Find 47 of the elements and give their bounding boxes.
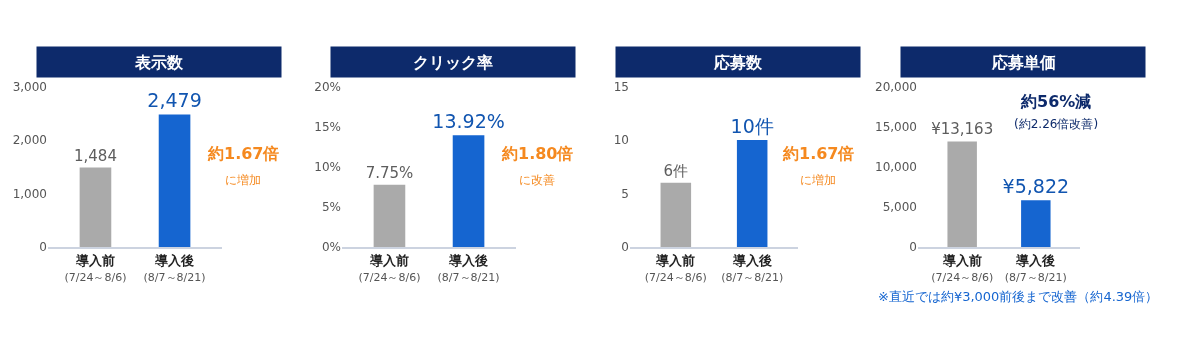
- chart-title: クリック率: [413, 52, 493, 72]
- text: に改善: [519, 173, 555, 187]
- x-tick-label: 導入後 (8/7～8/21): [437, 252, 500, 285]
- y-tick-label: 0: [39, 240, 47, 255]
- annotation: 約56%減: [1020, 92, 1092, 111]
- data-label: 10件: [730, 115, 774, 138]
- x-tick-label: 導入前 (7/24～8/6): [358, 252, 421, 285]
- y-tick-label: 0%: [321, 240, 341, 255]
- text: に増加: [800, 173, 836, 187]
- y-tick-label: 10: [613, 133, 629, 148]
- y-tick-label: 3,000: [12, 79, 47, 94]
- x-tick-label: 導入前 (7/24～8/6): [931, 252, 994, 285]
- annotation: 約1.67倍: [207, 144, 280, 163]
- text: に増加: [225, 173, 261, 187]
- x-tick-label: 導入後 (8/7～8/21): [721, 252, 784, 285]
- annotation: 約1.67倍: [782, 144, 855, 163]
- y-tick-label: 15%: [314, 119, 341, 134]
- y-tick-label: 1,000: [12, 186, 47, 201]
- annotation: (約2.26倍改善): [1014, 117, 1099, 131]
- x-tick-label: 導入前 (7/24～8/6): [644, 252, 707, 285]
- data-label: 2,479: [147, 89, 202, 112]
- text: ※直近では約¥3,000前後まで改善（約4.39倍）: [878, 289, 1159, 304]
- y-tick-label: 0: [909, 240, 917, 255]
- y-tick-label: 10%: [314, 159, 341, 174]
- data-label: ¥13,163: [931, 120, 994, 139]
- x-tick-label: 導入前 (7/24～8/6): [64, 252, 127, 285]
- chart-title: 応募数: [713, 52, 763, 72]
- data-label: 6件: [663, 161, 689, 180]
- y-tick-label: 20%: [314, 79, 341, 94]
- y-tick-label: 5%: [321, 200, 341, 215]
- x-tick-label: 導入後 (8/7～8/21): [143, 252, 206, 285]
- data-label: 13.92%: [432, 110, 505, 133]
- chart-title: 表示数: [134, 52, 184, 72]
- y-tick-label: 2,000: [12, 133, 47, 148]
- data-label: 7.75%: [365, 163, 414, 182]
- data-label: 1,484: [73, 146, 117, 165]
- y-tick-label: 10,000: [875, 159, 917, 174]
- chart-title: 応募単価: [990, 52, 1056, 72]
- y-tick-label: 15,000: [875, 119, 917, 134]
- y-tick-label: 20,000: [875, 79, 917, 94]
- y-tick-label: 5,000: [882, 200, 917, 215]
- y-tick-label: 15: [613, 79, 629, 94]
- y-tick-label: 5: [621, 186, 629, 201]
- y-tick-label: 0: [621, 240, 629, 255]
- data-label: ¥5,822: [1002, 175, 1070, 198]
- annotation: 約1.80倍: [501, 144, 574, 163]
- x-tick-label: 導入後 (8/7～8/21): [1004, 252, 1067, 285]
